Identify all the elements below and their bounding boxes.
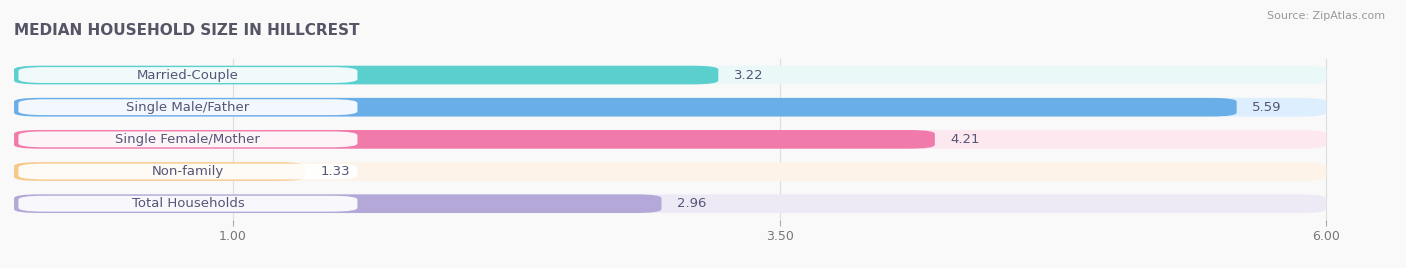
Text: 5.59: 5.59	[1251, 101, 1281, 114]
Text: 2.96: 2.96	[676, 197, 706, 210]
Text: Married-Couple: Married-Couple	[136, 69, 239, 81]
FancyBboxPatch shape	[18, 163, 357, 180]
FancyBboxPatch shape	[14, 98, 1326, 117]
Text: Total Households: Total Households	[132, 197, 245, 210]
FancyBboxPatch shape	[18, 196, 357, 212]
FancyBboxPatch shape	[18, 99, 357, 115]
FancyBboxPatch shape	[14, 130, 1326, 149]
Text: 1.33: 1.33	[321, 165, 350, 178]
FancyBboxPatch shape	[14, 66, 718, 84]
Text: 4.21: 4.21	[950, 133, 980, 146]
Text: Single Female/Mother: Single Female/Mother	[115, 133, 260, 146]
FancyBboxPatch shape	[14, 130, 935, 149]
FancyBboxPatch shape	[14, 194, 1326, 213]
Text: 3.22: 3.22	[734, 69, 763, 81]
FancyBboxPatch shape	[14, 98, 1237, 117]
FancyBboxPatch shape	[14, 162, 1326, 181]
FancyBboxPatch shape	[18, 131, 357, 147]
FancyBboxPatch shape	[14, 194, 661, 213]
FancyBboxPatch shape	[14, 66, 1326, 84]
Text: Non-family: Non-family	[152, 165, 224, 178]
Text: Single Male/Father: Single Male/Father	[127, 101, 249, 114]
FancyBboxPatch shape	[18, 67, 357, 83]
Text: Source: ZipAtlas.com: Source: ZipAtlas.com	[1267, 11, 1385, 21]
Text: MEDIAN HOUSEHOLD SIZE IN HILLCREST: MEDIAN HOUSEHOLD SIZE IN HILLCREST	[14, 23, 360, 38]
FancyBboxPatch shape	[14, 162, 305, 181]
